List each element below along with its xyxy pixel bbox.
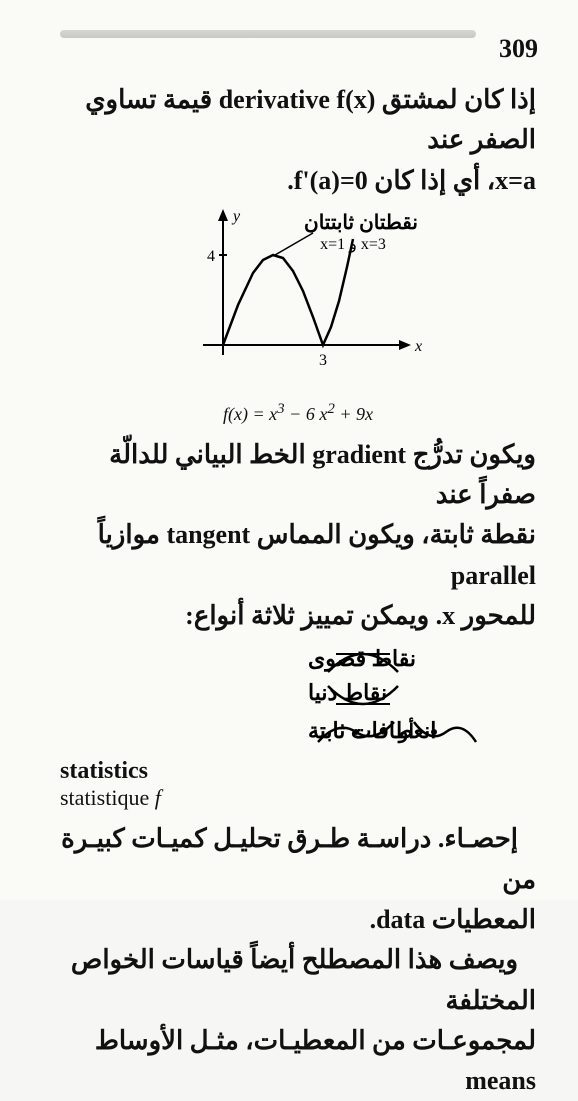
text-line: لمجموعـات من المعطيـات، مثـل الأوساط mea…: [60, 1021, 536, 1101]
text-line: المعطيات data.: [60, 900, 536, 940]
page-number: 309: [499, 34, 538, 64]
heading-statistics-fr: statistique f: [60, 785, 536, 811]
page: 309 إذا كان لمشتق derivative f(x) قيمة ت…: [0, 0, 578, 900]
text-line: ويكون تدرُّج gradient الخط البياني للدال…: [60, 435, 536, 516]
text-line: إذا كان لمشتق derivative f(x) قيمة تساوي…: [60, 80, 536, 161]
heading-statistics-en: statistics: [60, 758, 536, 785]
function-graph: 4 3 y x نقطتان ثابتتان x=3 و x=1: [153, 205, 443, 395]
label-inflection: انعطافات ثابتة: [308, 718, 436, 743]
text-line: نقطة ثابتة، ويكون المماس tangent موازياً…: [60, 515, 536, 596]
y-axis-label: y: [231, 208, 241, 225]
graph-caption-sub: x=3 و x=1: [320, 236, 386, 253]
label-min: نقاط دنيا: [308, 680, 387, 705]
paragraph-derivative: إذا كان لمشتق derivative f(x) قيمة تساوي…: [60, 80, 536, 201]
text-line: x=a، أي إذا كان f'(a)=0.: [60, 161, 536, 201]
text-line: للمحور x. ويمكن تمييز ثلاثة أنواع:: [60, 596, 536, 636]
x-axis-label: x: [414, 338, 422, 355]
formula-sup: 3: [277, 401, 285, 417]
formula-sup: 2: [327, 401, 335, 417]
formula-part: + 9x: [335, 404, 373, 424]
paragraph-statistics: إحصـاء. دراسـة طـرق تحليـل كميـات كبيـرة…: [60, 819, 536, 1101]
formula-part: f(x) = x: [223, 404, 277, 424]
function-formula: f(x) = x3 − 6 x2 + 9x: [60, 401, 536, 425]
stationary-types-figure: نقاط قصوى نقاط دنيا أو انعطافات ثابتة: [118, 642, 478, 752]
graph-caption-top: نقطتان ثابتتان: [304, 212, 418, 234]
heading-fr-symbol: f: [155, 785, 161, 810]
heading-fr-word: statistique: [60, 785, 155, 810]
label-max: نقاط قصوى: [308, 646, 416, 672]
text-line: إحصـاء. دراسـة طـرق تحليـل كميـات كبيـرة…: [60, 819, 536, 900]
paragraph-gradient: ويكون تدرُّج gradient الخط البياني للدال…: [60, 435, 536, 636]
text-line: ويصف هذا المصطلح أيضاً قياسات الخواص الم…: [60, 940, 536, 1021]
formula-part: − 6 x: [285, 404, 328, 424]
y-tick-label: 4: [207, 248, 215, 265]
top-rule: [60, 30, 476, 38]
x-tick-label: 3: [319, 352, 327, 369]
